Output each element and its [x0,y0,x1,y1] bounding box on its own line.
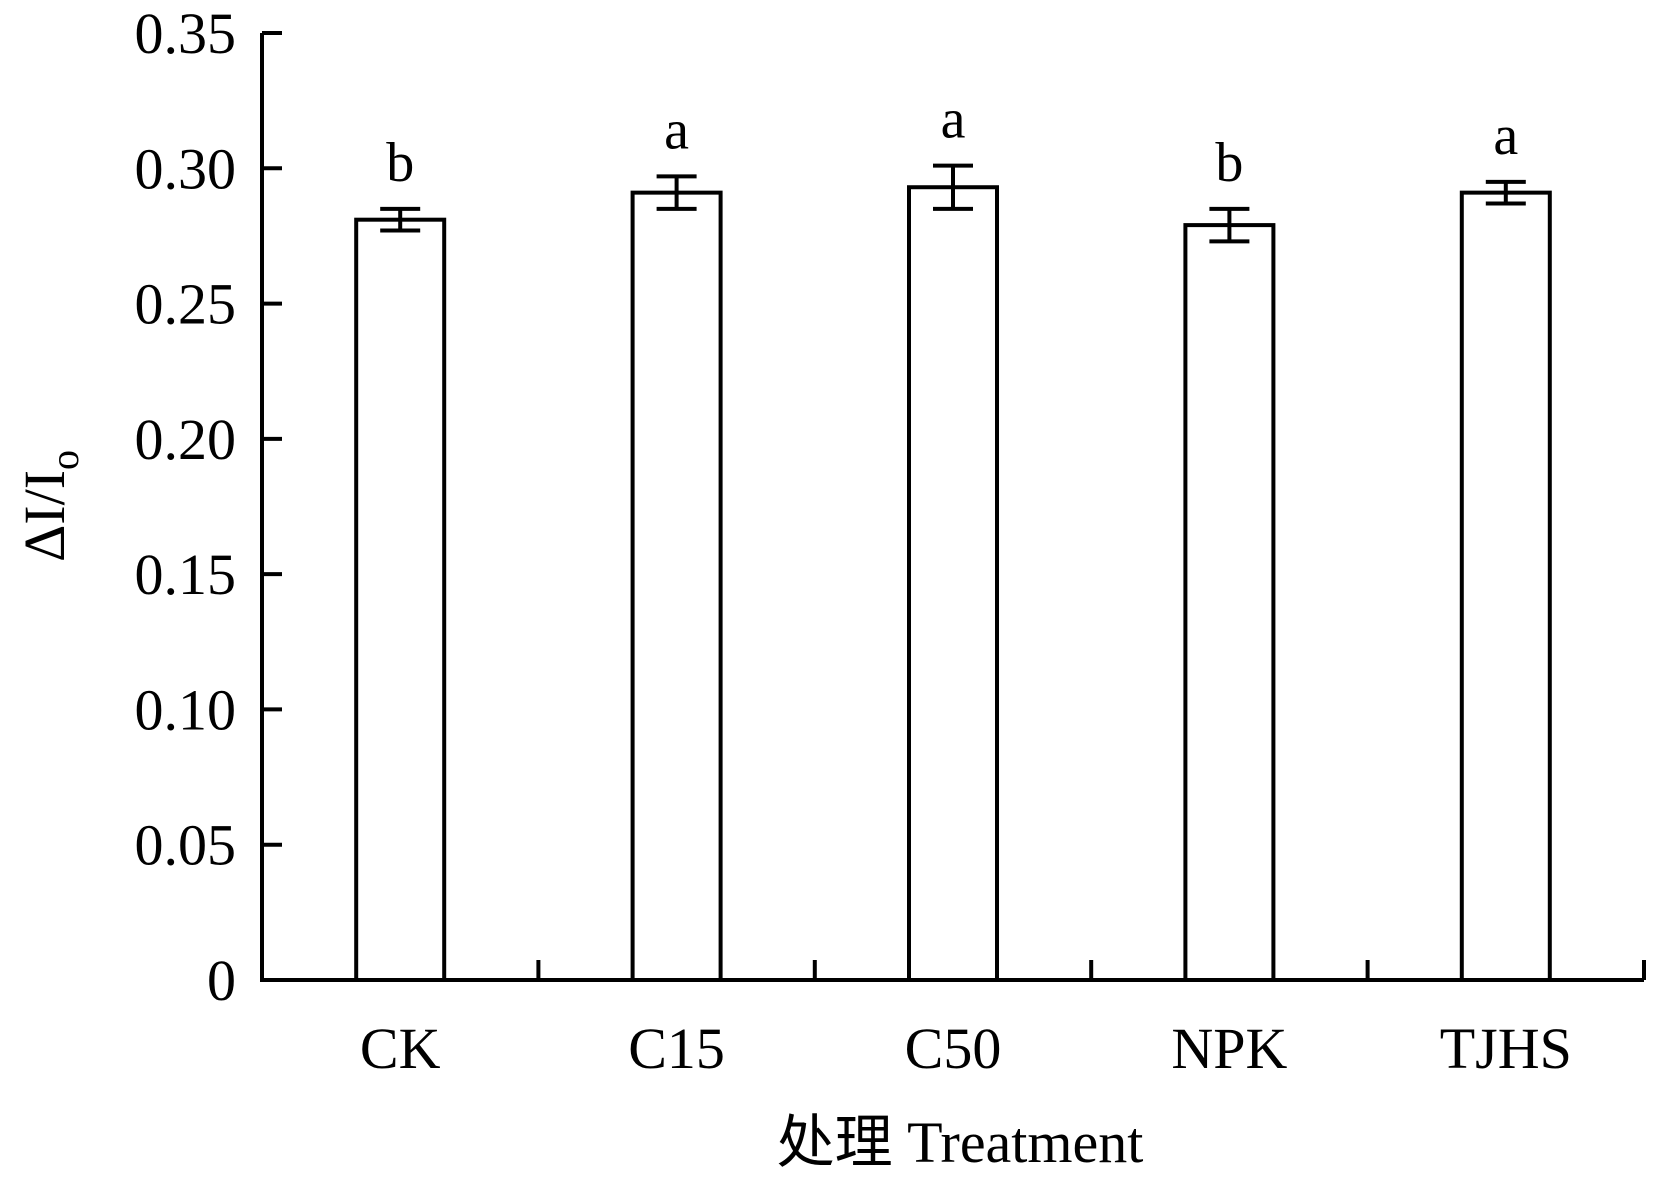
bar-npk [1183,223,1276,982]
significance-label-ck: b [386,132,414,194]
significance-label-tjhs: a [1493,105,1518,167]
bar-tjhs [1459,190,1552,982]
significance-label-npk: b [1215,132,1243,194]
x-axis-ticks: CK C15 C50 NPK TJHS [360,960,1646,1081]
error-bar-tjhs [1485,179,1526,206]
x-tick-label-c15: C15 [628,1016,725,1081]
significance-label-c15: a [664,99,689,161]
error-bar-c50 [933,163,973,211]
x-tick-label-c50: C50 [905,1016,1002,1081]
error-bar-npk [1209,206,1250,244]
error-bar-c15 [656,174,697,211]
y-tick-label: 0.15 [135,542,237,607]
y-tick-label: 0.20 [135,407,237,472]
x-axis-title: 处理 Treatment [777,1110,1144,1175]
x-tick-label-tjhs: TJHS [1440,1016,1572,1081]
y-tick-label: 0.05 [135,813,237,878]
x-tick-label-npk: NPK [1171,1016,1287,1081]
y-axis-title-subscript: o [42,450,87,470]
x-tick-label-ck: CK [360,1016,441,1081]
error-bar-ck [380,206,421,233]
y-axis-title-main: ΔI/I [12,470,77,562]
y-tick-label: 0.35 [135,1,237,66]
y-tick-label: 0.30 [135,136,237,201]
y-tick-label: 0.25 [135,272,237,337]
bar-c50 [907,185,999,982]
y-tick-label: 0 [207,948,236,1013]
significance-label-c50: a [941,89,966,151]
y-tick-label: 0.10 [135,677,237,742]
bar-ck [354,217,447,983]
bar-c15 [630,190,723,982]
y-axis-ticks: 0 0.05 0.10 0.15 0.20 0.25 0.30 0.35 [135,1,282,1013]
y-axis-title: ΔI/Io [12,450,87,562]
bars: ba ab a [354,89,1552,983]
